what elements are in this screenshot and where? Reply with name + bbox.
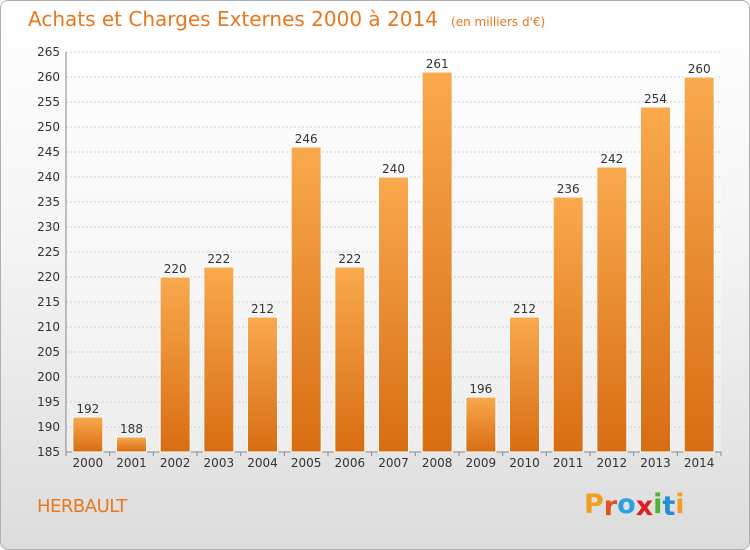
y-tick-label: 220 <box>37 270 60 284</box>
data-label: 220 <box>164 262 187 276</box>
bar <box>465 396 497 453</box>
chart-title: Achats et Charges Externes 2000 à 2014 <box>28 7 438 31</box>
y-tick-label: 250 <box>37 120 60 134</box>
bar <box>509 316 540 453</box>
x-tick-label: 2000 <box>73 456 104 470</box>
x-tick-label: 2005 <box>291 456 322 470</box>
data-label: 212 <box>251 302 274 316</box>
bar <box>378 176 409 453</box>
logo-letter: o <box>617 489 636 520</box>
bar <box>334 266 366 453</box>
x-tick-label: 2014 <box>684 456 715 470</box>
logo-letter: r <box>603 491 618 522</box>
bar <box>683 76 715 453</box>
data-label: 254 <box>644 92 667 106</box>
y-tick-label: 245 <box>37 145 60 159</box>
y-tick-label: 255 <box>37 95 60 109</box>
data-label: 188 <box>120 422 143 436</box>
bar <box>421 71 453 453</box>
x-tick-label: 2007 <box>378 456 409 470</box>
data-label: 240 <box>382 162 405 176</box>
bar <box>203 266 235 453</box>
y-tick-label: 225 <box>37 245 60 259</box>
y-tick-label: 240 <box>37 170 60 184</box>
y-tick-label: 205 <box>37 345 60 359</box>
y-tick-label: 210 <box>37 320 60 334</box>
logo-letter: i <box>675 489 685 520</box>
x-tick-label: 2001 <box>116 456 147 470</box>
chart-subtitle: (en milliers d'€) <box>451 15 546 29</box>
logo-letter: x <box>635 491 654 522</box>
data-label: 222 <box>207 252 230 266</box>
x-tick-label: 2004 <box>247 456 278 470</box>
x-tick-label: 2012 <box>597 456 628 470</box>
bar <box>159 276 191 453</box>
x-tick-label: 2003 <box>204 456 235 470</box>
bar <box>640 106 671 453</box>
bar <box>116 436 147 453</box>
y-tick-label: 190 <box>37 420 60 434</box>
data-label: 260 <box>688 62 711 76</box>
x-tick-label: 2013 <box>640 456 671 470</box>
data-label: 246 <box>295 132 318 146</box>
bar <box>72 416 104 453</box>
x-tick-label: 2008 <box>422 456 453 470</box>
data-label: 192 <box>76 402 99 416</box>
place-name: HERBAULT <box>37 496 127 517</box>
data-label: 196 <box>469 382 492 396</box>
data-label: 222 <box>338 252 361 266</box>
y-tick-label: 200 <box>37 370 60 384</box>
y-tick-label: 230 <box>37 220 60 234</box>
data-label: 236 <box>557 182 580 196</box>
logo-letter: P <box>584 489 604 520</box>
title-row: Achats et Charges Externes 2000 à 2014 (… <box>28 7 545 31</box>
data-label: 212 <box>513 302 536 316</box>
x-tick-label: 2010 <box>509 456 540 470</box>
proxiti-logo: Proxiti <box>584 489 685 522</box>
y-tick-label: 195 <box>37 395 60 409</box>
y-tick-label: 215 <box>37 295 60 309</box>
bar <box>247 316 278 453</box>
x-tick-label: 2006 <box>335 456 366 470</box>
y-tick-label: 235 <box>37 195 60 209</box>
bar <box>552 196 584 453</box>
y-tick-label: 260 <box>37 70 60 84</box>
y-tick-label: 185 <box>37 445 60 459</box>
bar <box>290 146 322 453</box>
logo-letter: t <box>662 491 676 522</box>
bar <box>596 166 628 453</box>
data-label: 261 <box>426 57 449 71</box>
x-tick-label: 2002 <box>160 456 191 470</box>
data-label: 242 <box>600 152 623 166</box>
x-tick-label: 2011 <box>553 456 584 470</box>
y-tick-label: 265 <box>37 45 60 59</box>
x-tick-label: 2009 <box>466 456 497 470</box>
logo-letter: i <box>653 489 663 520</box>
